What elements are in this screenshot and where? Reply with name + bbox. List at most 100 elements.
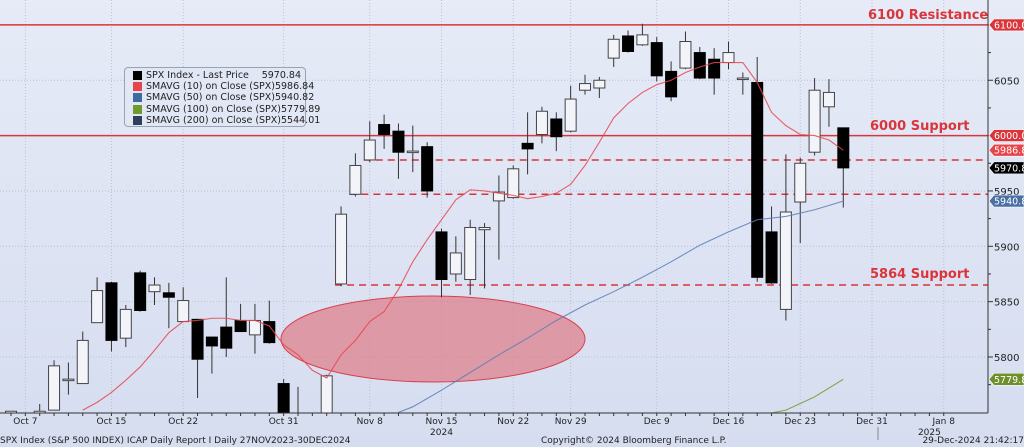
legend-item-last-price: SPX Index - Last Price 5970.84 xyxy=(129,70,301,81)
legend-label: SMAVG (200) on Close (SPX) xyxy=(146,114,281,126)
value-tag-bg xyxy=(988,129,1024,142)
annotation-6100-resistance: 6100 Resistance xyxy=(868,8,989,23)
candle-body-up xyxy=(177,300,190,323)
legend-item-sma200: SMAVG (200) on Close (SPX) 5544.01 xyxy=(129,114,320,126)
candle xyxy=(464,219,477,296)
legend-label: SMAVG (50) on Close (SPX) xyxy=(146,92,275,104)
candle-body-down xyxy=(220,326,233,349)
candle xyxy=(277,379,290,413)
candle-body-up xyxy=(48,365,61,411)
x-tick-label: Nov 29 xyxy=(555,417,587,427)
year-label: 2025 xyxy=(918,428,941,438)
candle xyxy=(406,125,419,173)
x-tick-label: Dec 31 xyxy=(856,417,888,427)
candle xyxy=(119,304,132,348)
candle-body-up xyxy=(535,110,548,135)
value-tag: 5779.89 xyxy=(988,372,1024,386)
annotation-5864-support: 5864 Support xyxy=(870,267,970,282)
candle xyxy=(105,281,118,352)
legend-swatch xyxy=(133,104,142,114)
candle xyxy=(435,228,448,298)
sma-line-1 xyxy=(82,61,844,411)
candle xyxy=(392,123,405,179)
candle-body-up xyxy=(33,410,46,413)
candle-body-down xyxy=(263,321,276,344)
value-tag-label: 5970.84 xyxy=(994,163,1024,174)
candle-body-up xyxy=(507,168,520,199)
legend-label: SPX Index - Last Price xyxy=(146,70,249,82)
candle-body-down xyxy=(521,142,534,150)
candle-body-up xyxy=(722,52,735,64)
candle-body-up xyxy=(62,378,75,382)
candle-body-down xyxy=(162,292,175,298)
x-tick-label: Oct 15 xyxy=(97,417,127,427)
candle-body-up xyxy=(449,252,462,275)
candle xyxy=(736,72,749,95)
legend-swatch xyxy=(133,93,142,103)
candle-body-up xyxy=(76,339,89,385)
x-tick-label: Nov 15 xyxy=(426,417,458,427)
candle xyxy=(62,362,75,395)
candle xyxy=(162,282,175,329)
candle-body-down xyxy=(105,282,118,341)
value-tag-bg xyxy=(988,372,1024,386)
x-tick-label: Oct 22 xyxy=(168,417,198,427)
candle xyxy=(134,270,147,312)
value-tag: 5970.84 xyxy=(988,161,1024,174)
candle-body-up xyxy=(148,284,161,293)
candle xyxy=(665,61,678,102)
candle xyxy=(449,236,462,282)
footer-copyright: Copyright© 2024 Bloomberg Finance L.P. xyxy=(541,436,727,446)
candle-body-up xyxy=(478,226,491,231)
candle-body-up xyxy=(464,226,477,281)
candle-body-down xyxy=(378,124,391,135)
value-tag: 6100.00 xyxy=(988,18,1024,31)
candle xyxy=(622,30,635,53)
candle-body-up xyxy=(320,375,333,413)
candle xyxy=(76,331,89,385)
footer-timestamp: 29-Dec-2024 21:42:17 xyxy=(922,436,1024,446)
candle-body-down xyxy=(550,118,563,138)
y-tick-label: 6050 xyxy=(994,76,1019,87)
candle xyxy=(378,114,391,149)
candle xyxy=(607,34,620,67)
candle xyxy=(478,223,491,289)
candle xyxy=(708,48,721,95)
candle xyxy=(765,206,778,284)
x-tick-label: Nov 8 xyxy=(357,417,383,427)
candle-body-up xyxy=(593,79,606,89)
x-tick-label: Oct 7 xyxy=(13,417,37,427)
value-tag-label: 5779.89 xyxy=(994,375,1024,386)
candle xyxy=(779,154,792,321)
candle-body-down xyxy=(205,336,218,347)
footer-source: SPX Index (S&P 500 INDEX) ICAP Daily Rep… xyxy=(0,436,351,446)
candle-body-up xyxy=(248,319,261,336)
candle xyxy=(650,37,663,82)
candle xyxy=(579,74,591,95)
candle xyxy=(593,76,606,98)
candle xyxy=(48,360,61,411)
x-tick-label: Oct 31 xyxy=(269,417,299,427)
sma-line-3 xyxy=(771,378,844,413)
candle xyxy=(837,127,850,208)
candle-body-up xyxy=(822,91,835,108)
candle-body-down xyxy=(435,231,448,281)
y-tick-label: 5900 xyxy=(994,242,1019,253)
value-tag-bg xyxy=(988,143,1024,157)
y-tick-label: 5850 xyxy=(994,298,1019,309)
candle-body-down xyxy=(134,272,147,312)
legend-value: 5986.84 xyxy=(274,81,315,93)
value-tag-label: 6100.00 xyxy=(994,20,1024,31)
value-tag: 5940.82 xyxy=(988,194,1024,208)
candle xyxy=(564,85,577,133)
candle-body-up xyxy=(363,139,376,161)
legend-item-sma10: SMAVG (10) on Close (SPX) 5986.84 xyxy=(129,81,314,92)
legend-swatch xyxy=(133,82,142,92)
highlight-ellipse xyxy=(280,295,586,383)
candle-body-down xyxy=(392,130,405,153)
candle xyxy=(191,318,204,398)
candle-body-up xyxy=(564,98,577,132)
candle-body-down xyxy=(277,383,290,413)
candle-body-up xyxy=(119,308,132,339)
